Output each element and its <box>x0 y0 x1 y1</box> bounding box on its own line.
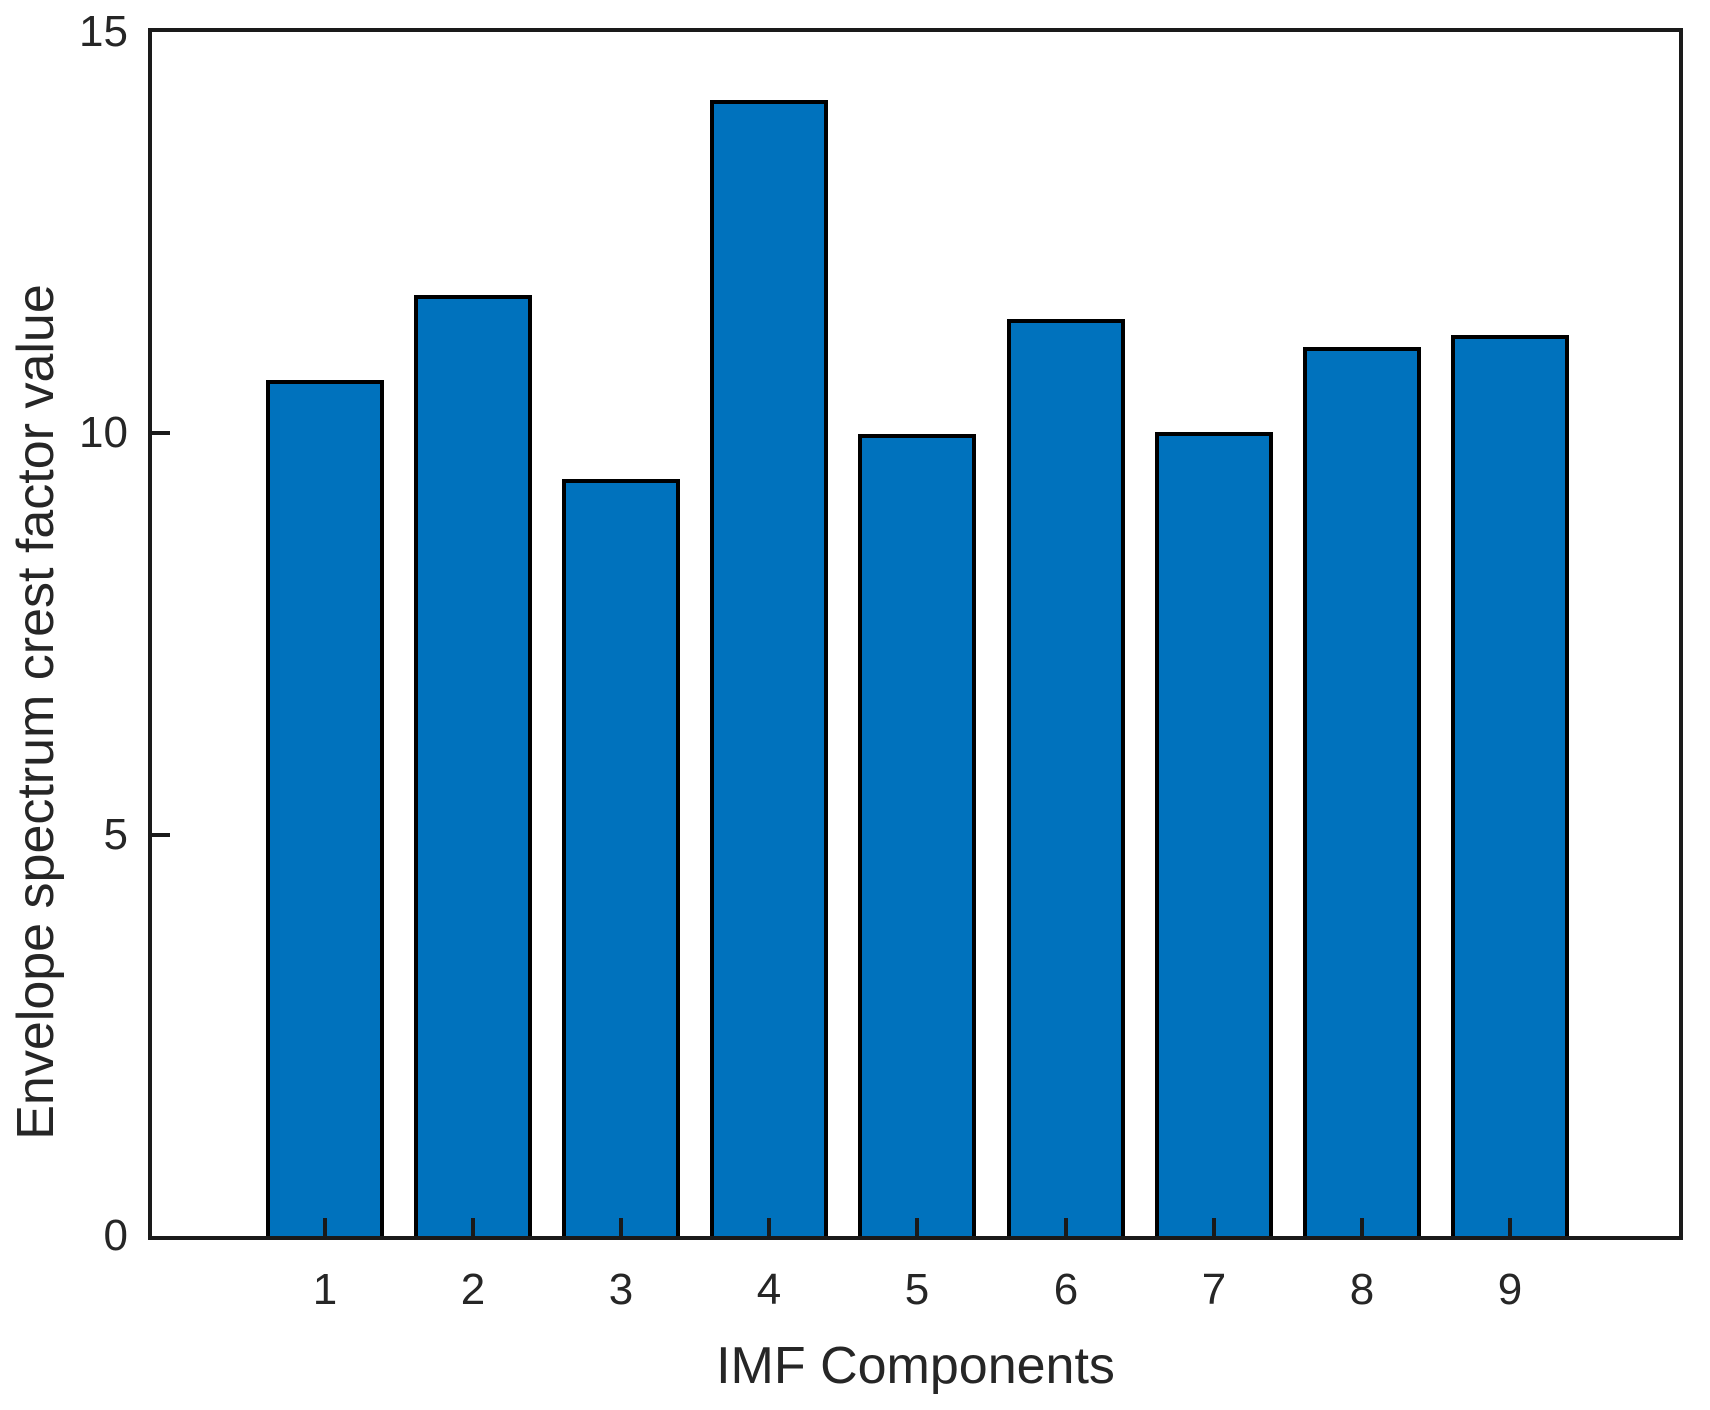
y-tick <box>152 833 170 837</box>
x-axis-label: IMF Components <box>716 1337 1115 1395</box>
x-tick-label: 9 <box>1497 1265 1523 1314</box>
x-tick-label: 3 <box>608 1265 634 1314</box>
x-tick-label: 4 <box>756 1265 782 1314</box>
bar-5 <box>858 434 976 1236</box>
x-tick <box>1360 1218 1364 1236</box>
x-tick-label: 8 <box>1349 1265 1375 1314</box>
x-tick <box>1064 1218 1068 1236</box>
x-tick <box>323 1218 327 1236</box>
bar-7 <box>1155 432 1273 1236</box>
bar-3 <box>562 479 680 1236</box>
bar-1 <box>266 380 384 1236</box>
bar-6 <box>1007 319 1125 1236</box>
x-tick-label: 6 <box>1053 1265 1079 1314</box>
y-tick-label: 5 <box>103 810 128 859</box>
bar-4 <box>710 100 828 1236</box>
x-tick-label: 5 <box>904 1265 930 1314</box>
plot-inner <box>152 32 1679 1236</box>
y-tick-label: 10 <box>79 408 128 457</box>
bar-8 <box>1303 347 1421 1236</box>
x-tick <box>471 1218 475 1236</box>
bar-2 <box>414 295 532 1236</box>
x-tick <box>767 1218 771 1236</box>
x-tick-label: 7 <box>1201 1265 1227 1314</box>
x-tick <box>1508 1218 1512 1236</box>
plot-area <box>148 28 1683 1240</box>
bar-9 <box>1451 335 1569 1236</box>
y-tick-label: 0 <box>103 1211 128 1260</box>
y-tick <box>152 431 170 435</box>
x-tick <box>619 1218 623 1236</box>
x-tick <box>1212 1218 1216 1236</box>
x-tick-label: 2 <box>460 1265 486 1314</box>
y-tick-label: 15 <box>79 7 128 56</box>
x-tick <box>915 1218 919 1236</box>
x-tick-label: 1 <box>312 1265 338 1314</box>
